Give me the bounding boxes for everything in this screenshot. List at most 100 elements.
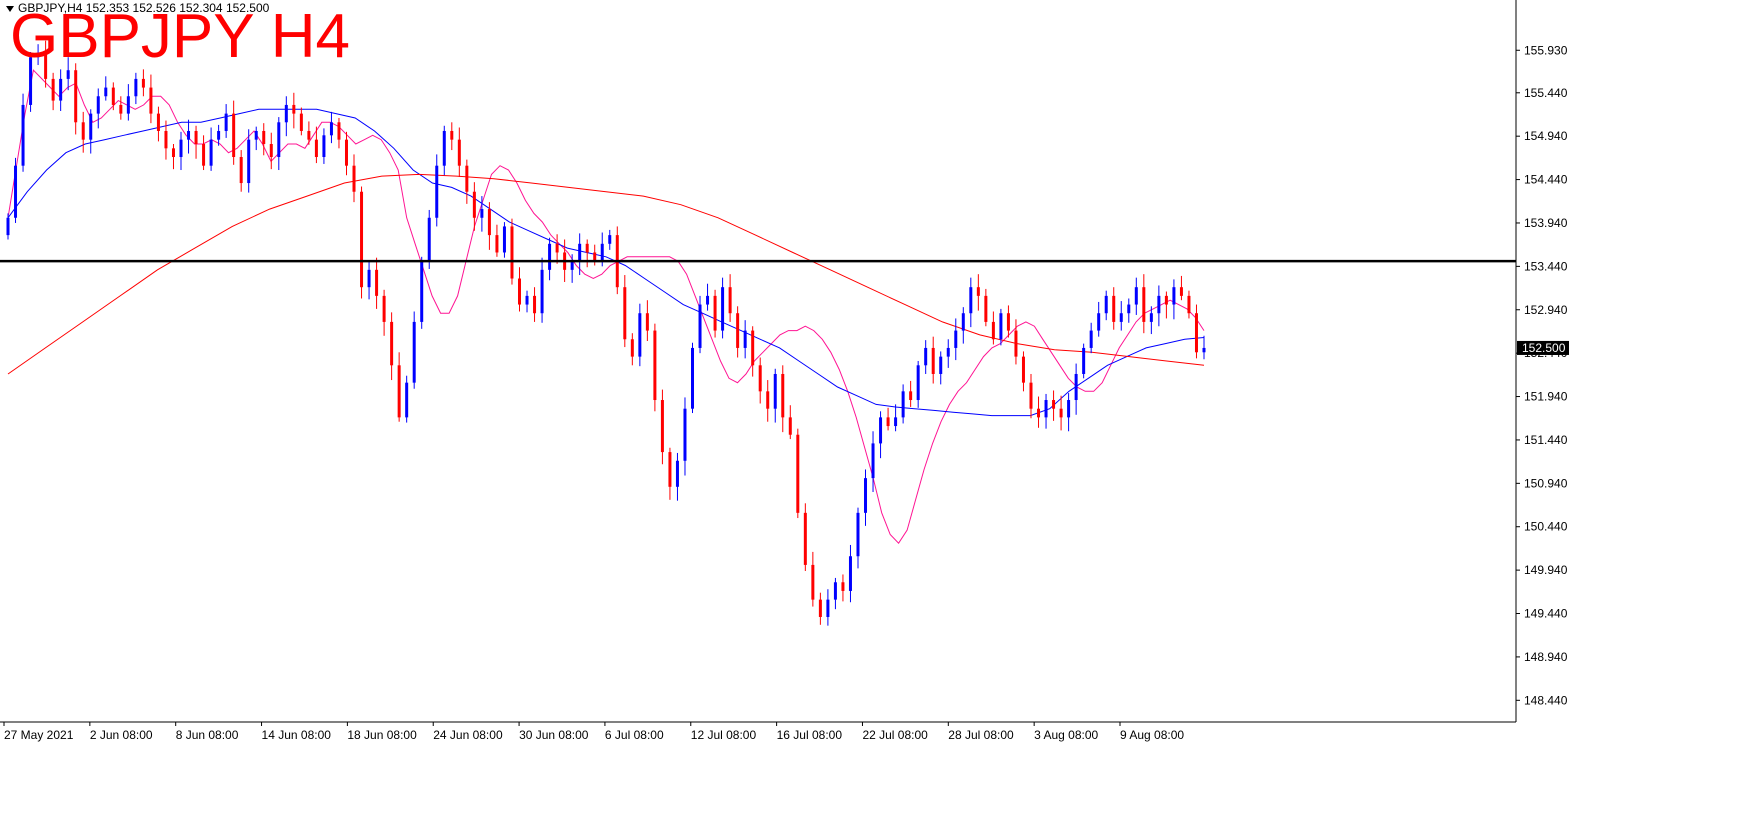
candle-body xyxy=(788,417,792,435)
candle-body xyxy=(879,417,883,444)
x-tick-label: 8 Jun 08:00 xyxy=(176,728,239,742)
y-tick-label: 148.940 xyxy=(1524,650,1568,664)
candle-body xyxy=(111,87,115,105)
candle-body xyxy=(367,269,371,288)
candle-body xyxy=(969,287,973,314)
candle-body xyxy=(457,139,461,166)
y-tick-label: 152.940 xyxy=(1524,303,1568,317)
dropdown-triangle-icon[interactable] xyxy=(6,5,14,12)
candle-body xyxy=(1029,382,1033,409)
candle-body xyxy=(382,295,386,322)
candle-body xyxy=(202,143,206,166)
x-tick-label: 9 Aug 08:00 xyxy=(1120,728,1184,742)
candle-body xyxy=(1006,313,1010,331)
candle-body xyxy=(134,78,138,97)
candle-body xyxy=(322,135,326,158)
candle-body xyxy=(187,130,191,140)
y-tick-label: 148.440 xyxy=(1524,693,1568,707)
x-tick-label: 24 Jun 08:00 xyxy=(433,728,503,742)
candle-body xyxy=(984,295,988,322)
candle-body xyxy=(126,96,130,114)
candle-body xyxy=(344,139,348,166)
candle-body xyxy=(653,330,657,401)
candle-body xyxy=(728,287,732,314)
candle-body xyxy=(675,460,679,487)
candle-body xyxy=(781,373,785,418)
candle-body xyxy=(691,347,695,409)
candle-body xyxy=(901,391,905,418)
candle-body xyxy=(472,191,476,218)
candle-body xyxy=(465,165,469,192)
candle-body xyxy=(1157,295,1161,314)
candle-body xyxy=(74,70,78,123)
candle-body xyxy=(299,113,303,131)
candle-body xyxy=(1194,313,1198,353)
candle-body xyxy=(841,582,845,591)
candle-body xyxy=(1037,408,1041,418)
candle-body xyxy=(179,139,183,158)
candle-body xyxy=(59,78,63,101)
candle-body xyxy=(585,243,589,253)
candle-body xyxy=(548,243,552,270)
candle-body xyxy=(390,321,394,366)
candle-body xyxy=(44,52,48,79)
candle-body xyxy=(1134,287,1138,305)
candle-body xyxy=(645,313,649,331)
candle-body xyxy=(209,139,213,166)
candle-body xyxy=(1172,287,1176,305)
candle-body xyxy=(156,113,160,131)
candle-body xyxy=(262,130,266,144)
candle-body xyxy=(1149,313,1153,322)
candle-body xyxy=(570,261,574,270)
candle-body xyxy=(924,347,928,366)
candle-body xyxy=(961,313,965,331)
candle-body xyxy=(736,313,740,348)
candle-body xyxy=(1052,400,1056,409)
candle-body xyxy=(630,339,634,357)
y-tick-label: 154.440 xyxy=(1524,173,1568,187)
candle-body xyxy=(743,330,747,348)
candle-body xyxy=(833,582,837,600)
y-tick-label: 155.440 xyxy=(1524,86,1568,100)
candle-body xyxy=(698,304,702,348)
candle-body xyxy=(555,243,559,253)
last-price-tag xyxy=(1517,340,1569,355)
candle-body xyxy=(81,122,85,140)
candle-body xyxy=(217,130,221,140)
candle-body xyxy=(578,243,582,262)
candle-body xyxy=(352,165,356,192)
candle-body xyxy=(96,96,100,114)
candle-body xyxy=(277,122,281,158)
candle-body xyxy=(104,87,108,97)
candle-body xyxy=(480,209,484,218)
candle-body xyxy=(818,599,822,617)
candle-body xyxy=(360,191,364,288)
y-tick-label: 153.440 xyxy=(1524,259,1568,273)
x-tick-label: 22 Jul 08:00 xyxy=(862,728,928,742)
y-tick-label: 154.940 xyxy=(1524,129,1568,143)
candle-body xyxy=(803,512,807,565)
candle-body xyxy=(766,391,770,409)
y-tick-label: 149.940 xyxy=(1524,563,1568,577)
y-tick-label: 150.940 xyxy=(1524,476,1568,490)
candle-body xyxy=(450,130,454,140)
candle-body xyxy=(247,139,251,184)
x-tick-label: 2 Jun 08:00 xyxy=(90,728,153,742)
candle-body xyxy=(773,373,777,409)
candle-body xyxy=(254,130,258,140)
candle-body xyxy=(487,209,491,236)
candle-body xyxy=(14,165,18,218)
candle-body xyxy=(856,512,860,557)
candle-body xyxy=(1104,295,1108,314)
candle-body xyxy=(329,122,333,136)
candle-body xyxy=(721,287,725,331)
candle-body xyxy=(427,217,431,262)
y-tick-label: 153.940 xyxy=(1524,216,1568,230)
candle-body xyxy=(1021,356,1025,383)
candle-body xyxy=(1059,408,1063,418)
candle-body xyxy=(502,226,506,253)
candle-body xyxy=(796,434,800,513)
candle-body xyxy=(600,243,604,262)
candle-body xyxy=(991,321,995,340)
